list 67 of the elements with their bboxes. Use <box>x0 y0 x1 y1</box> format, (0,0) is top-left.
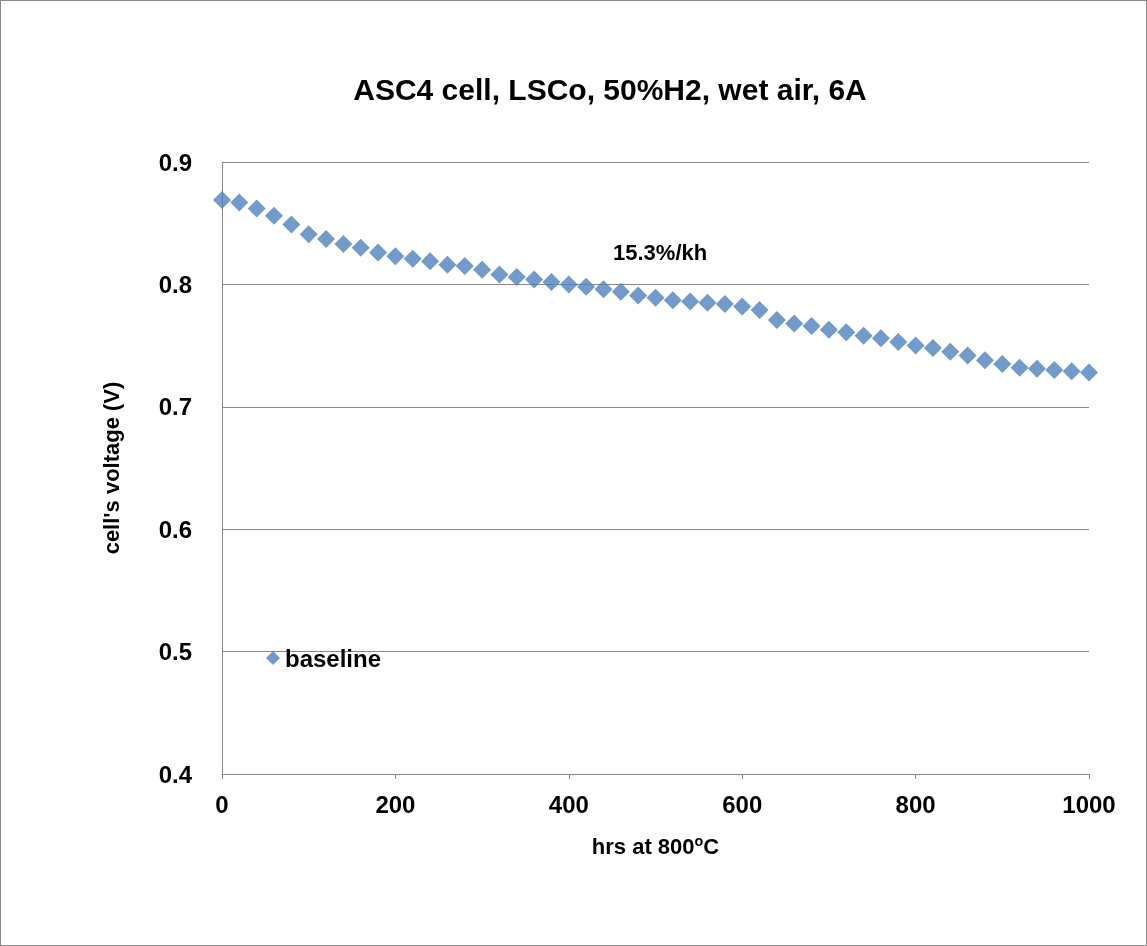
point <box>351 238 370 257</box>
point <box>542 272 561 291</box>
point <box>785 314 804 333</box>
point <box>871 329 890 348</box>
point <box>213 190 231 209</box>
annotation: 15.3%/kh <box>613 239 708 265</box>
point <box>819 320 838 339</box>
x-tick-label: 1000 <box>1062 790 1116 818</box>
point <box>386 247 405 266</box>
x-tick-label: 600 <box>722 790 763 818</box>
y-tick-label: 0.9 <box>158 148 192 176</box>
y-tick-label: 0.7 <box>158 393 192 421</box>
point <box>889 332 908 351</box>
point <box>490 265 509 284</box>
point <box>265 206 284 225</box>
point <box>1045 361 1064 380</box>
x-tick-label: 800 <box>895 790 936 818</box>
point <box>1080 363 1098 382</box>
point <box>750 301 769 320</box>
point <box>525 270 544 289</box>
point <box>733 297 752 316</box>
point <box>767 310 786 329</box>
point <box>421 252 440 271</box>
point <box>230 193 249 212</box>
point <box>698 293 717 312</box>
point <box>1027 359 1046 378</box>
y-tick-label: 0.4 <box>158 760 193 788</box>
chart-title: ASC4 cell, LSCo, 50%H2, wet air, 6A <box>353 72 867 106</box>
point <box>507 268 526 287</box>
point <box>317 230 336 249</box>
point <box>854 326 873 345</box>
x-tick-label: 200 <box>375 790 416 818</box>
point <box>802 317 821 336</box>
point <box>299 225 318 244</box>
y-tick-label: 0.6 <box>158 515 192 543</box>
point <box>958 346 977 365</box>
x-tick-label: 0 <box>215 790 229 818</box>
point <box>438 255 457 274</box>
point <box>837 323 856 342</box>
point <box>1010 358 1029 377</box>
y-tick-label: 0.8 <box>158 270 192 298</box>
point <box>334 235 353 254</box>
point <box>906 336 925 355</box>
point <box>559 275 578 294</box>
point <box>629 286 648 305</box>
point <box>993 354 1012 373</box>
point <box>646 288 665 307</box>
point <box>247 199 266 218</box>
y-axis-title: cell's voltage (V) <box>98 381 124 555</box>
point <box>594 280 613 299</box>
point <box>282 215 301 234</box>
point <box>663 291 682 310</box>
x-tick-label: 400 <box>548 790 589 818</box>
point <box>455 257 474 276</box>
point <box>611 282 630 301</box>
point <box>941 342 960 361</box>
point <box>923 339 942 358</box>
point <box>369 243 388 262</box>
point <box>715 294 734 313</box>
point <box>1062 362 1081 381</box>
point <box>577 277 596 296</box>
y-tick-label: 0.5 <box>158 638 192 666</box>
point <box>681 292 700 311</box>
legend-label: baseline <box>285 644 382 672</box>
point <box>473 260 492 279</box>
point <box>403 249 422 268</box>
point <box>975 351 994 370</box>
